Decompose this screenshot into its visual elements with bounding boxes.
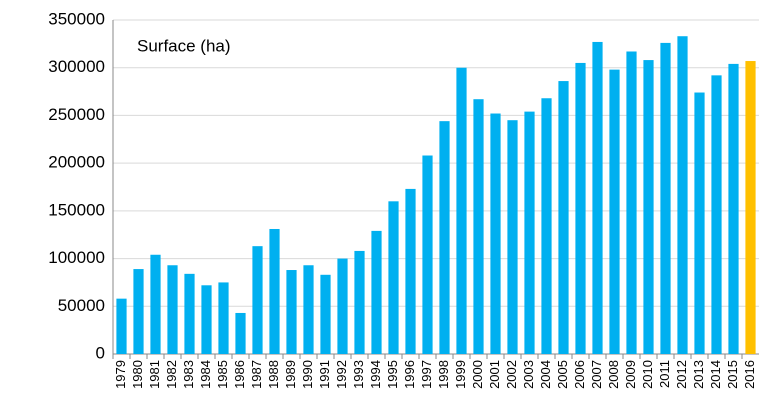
y-tick-label: 50000 [58,296,105,315]
x-tick-label: 1987 [249,360,264,389]
bar [558,81,569,355]
bar [371,230,382,354]
bar [541,98,552,354]
bar [456,67,467,354]
bar [286,270,297,354]
bar [592,41,603,354]
x-tick-label: 1998 [436,360,451,389]
bar [133,269,144,354]
y-tick-label: 300000 [48,57,105,76]
x-tick-label: 1992 [334,360,349,389]
x-tick-label: 1995 [385,360,400,389]
y-tick-label: 350000 [48,9,105,28]
x-tick-label: 1991 [317,360,332,389]
bar [694,92,705,355]
bar [116,298,127,354]
x-tick-label: 1993 [351,360,366,389]
bar [218,282,229,354]
bar [677,36,688,354]
x-tick-label: 1981 [147,360,162,389]
x-tick-label: 2002 [504,360,519,389]
x-tick-label: 1994 [368,360,383,389]
bar [354,250,365,354]
bar [252,246,263,354]
bar [660,42,671,354]
y-tick-label: 250000 [48,105,105,124]
x-tick-label: 2015 [725,360,740,389]
x-tick-label: 2009 [623,360,638,389]
bar [524,111,535,355]
bar [643,60,654,355]
bar [167,265,178,354]
bar [507,120,518,354]
x-tick-label: 1996 [402,360,417,389]
bar [303,265,314,354]
x-tick-label: 2013 [691,360,706,389]
x-tick-label: 2007 [589,360,604,389]
bar [626,51,637,355]
x-tick-label: 1980 [130,360,145,389]
x-tick-label: 1988 [266,360,281,389]
bar [150,254,161,354]
x-tick-label: 2005 [555,360,570,389]
y-tick-label: 200000 [48,153,105,172]
x-tick-label: 2010 [640,360,655,389]
annotation: Surface (ha) [137,36,231,55]
bar [422,155,433,354]
bar [320,274,331,354]
bar [575,62,586,354]
x-tick-label: 2006 [572,360,587,389]
bar [184,273,195,354]
x-tick-label: 2003 [521,360,536,389]
bar [405,188,416,354]
bar [337,258,348,354]
bar [728,63,739,354]
x-tick-label: 2016 [742,360,757,389]
y-tick-label: 150000 [48,200,105,219]
x-tick-label: 1990 [300,360,315,389]
x-tick-label: 2008 [606,360,621,389]
x-tick-label: 1979 [113,360,128,389]
bar [711,75,722,354]
y-tick-label: 0 [96,343,105,362]
bar [745,61,756,354]
x-tick-label: 1984 [198,360,213,389]
bar [235,312,246,354]
x-tick-label: 1985 [215,360,230,389]
bar [201,285,212,354]
bar [473,99,484,354]
x-tick-label: 2004 [538,360,553,389]
x-tick-label: 1999 [453,360,468,389]
bar [269,228,280,354]
x-tick-label: 1982 [164,360,179,389]
bar [609,69,620,354]
x-tick-label: 1997 [419,360,434,389]
x-tick-label: 2001 [487,360,502,389]
x-tick-label: 1986 [232,360,247,389]
x-tick-label: 2014 [708,360,723,389]
x-tick-label: 2000 [470,360,485,389]
x-tick-label: 1983 [181,360,196,389]
y-tick-label: 100000 [48,248,105,267]
x-tick-label: 1989 [283,360,298,389]
bar [388,201,399,354]
x-tick-label: 2012 [674,360,689,389]
bar [439,121,450,354]
x-tick-label: 2011 [657,360,672,388]
bar [490,113,501,355]
